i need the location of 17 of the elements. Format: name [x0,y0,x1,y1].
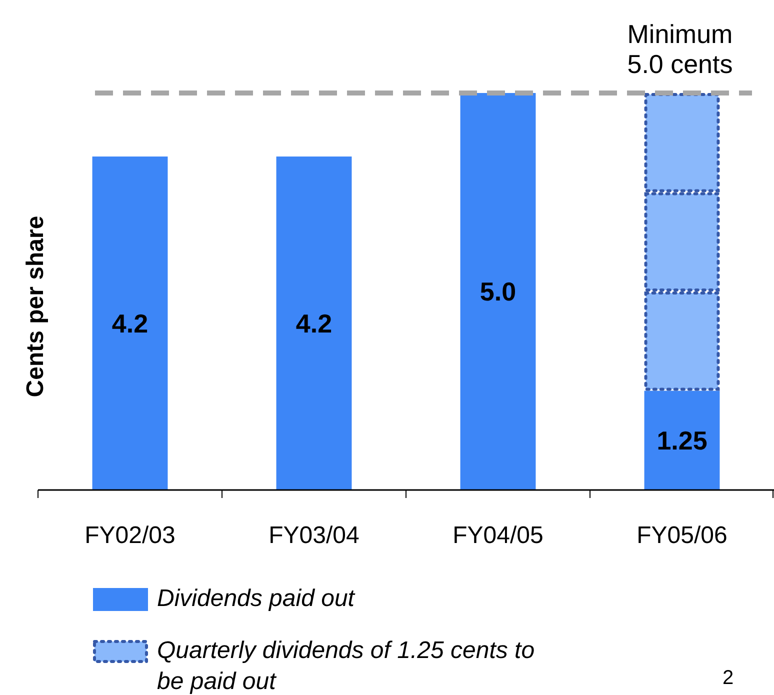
ref-line-label: Minimum 5.0 cents [627,19,733,79]
legend-label: Dividends paid out [157,585,356,612]
text: 2 [722,667,734,689]
data-label: 5.0 [480,276,516,306]
data-label: 4.2 [296,308,332,338]
data-label: 4.2 [112,308,148,338]
x-tick-label: FY02/03 [84,522,176,549]
x-tick-label: FY05/06 [636,522,728,549]
bar [644,390,720,490]
x-tick-label: FY03/04 [268,522,360,549]
bar [92,156,168,490]
x-tick-label: FY04/05 [452,522,544,549]
legend-label: Quarterly dividends of 1.25 cents to be paid out [157,637,535,695]
bar [460,93,536,490]
bar [276,156,352,490]
y-axis-title: Cents per share [22,216,49,398]
data-label: 1.25 [656,425,708,456]
